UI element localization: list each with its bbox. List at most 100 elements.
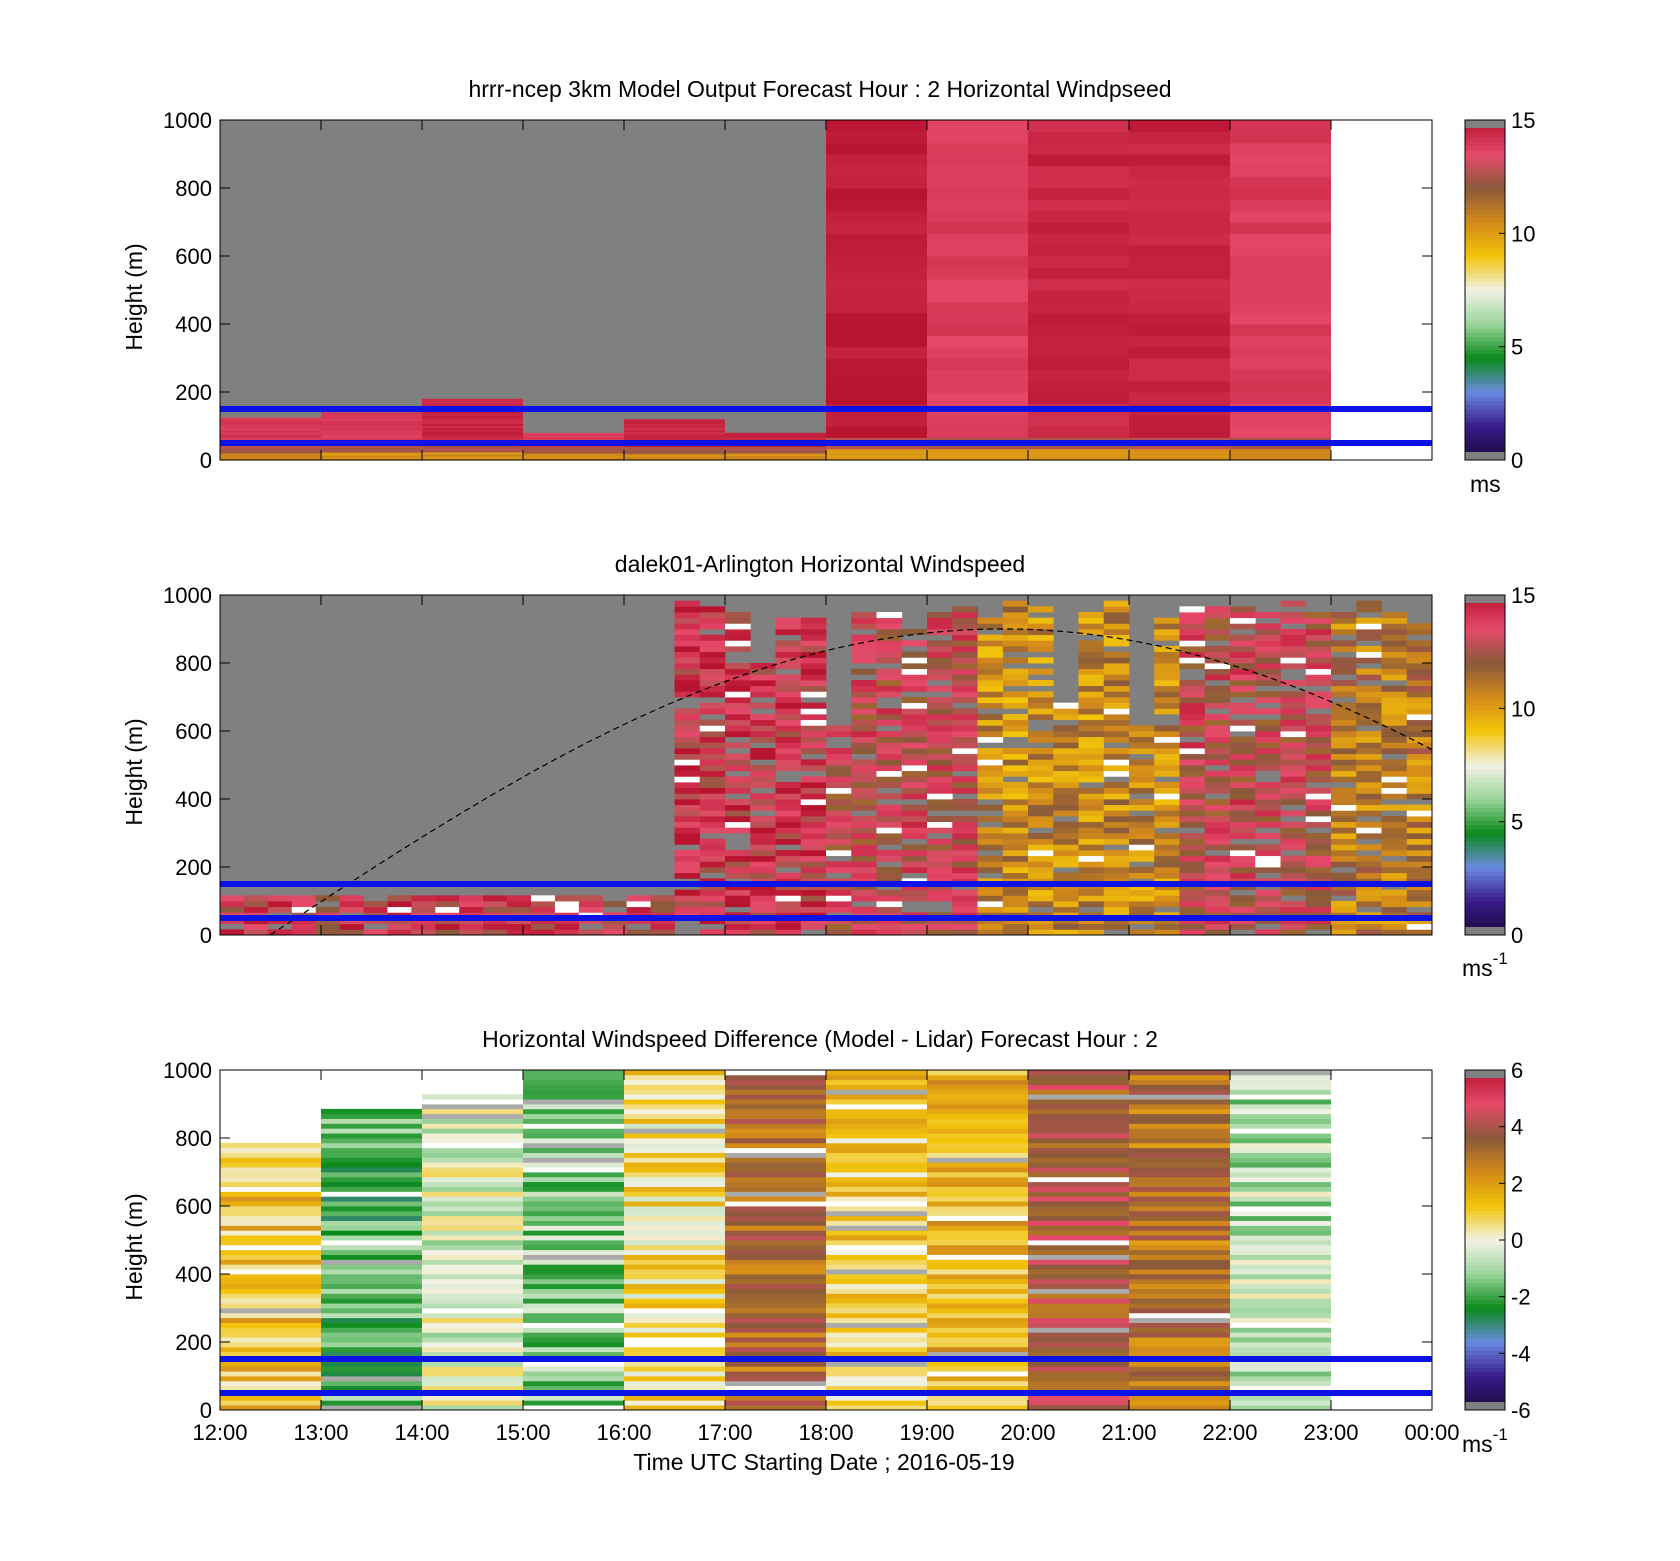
- colorbar-segment: [1465, 137, 1505, 142]
- heatmap-cell: [1078, 827, 1105, 834]
- heatmap-cell: [321, 1361, 422, 1367]
- heatmap-cell: [1356, 685, 1382, 692]
- heatmap-cell: [624, 1298, 725, 1304]
- colorbar-segment: [1465, 773, 1505, 779]
- heatmap-cell: [750, 867, 776, 874]
- heatmap-cell: [927, 804, 953, 811]
- heatmap-cell: [1129, 244, 1230, 257]
- heatmap-cell: [321, 1327, 422, 1333]
- colorbar-segment: [1465, 1337, 1505, 1343]
- heatmap-cell: [1331, 668, 1357, 675]
- heatmap-cell: [927, 657, 953, 664]
- heatmap-cell: [826, 448, 927, 461]
- heatmap-cell: [1331, 719, 1357, 726]
- colorbar-segment: [1465, 1078, 1505, 1084]
- heatmap-cell: [1154, 918, 1180, 925]
- heatmap-cell: [1356, 714, 1382, 721]
- heatmap-cell: [1078, 731, 1105, 738]
- heatmap-cell: [523, 447, 624, 449]
- heatmap-cell: [1002, 850, 1029, 857]
- heatmap-cell: [1381, 646, 1408, 653]
- heatmap-cell: [1255, 810, 1281, 817]
- heatmap-cell: [1230, 1191, 1331, 1197]
- heatmap-cell: [826, 335, 927, 348]
- heatmap-cell: [826, 414, 927, 427]
- heatmap-cell: [725, 1283, 826, 1289]
- heatmap-cell: [523, 451, 624, 454]
- heatmap-cell: [1230, 1283, 1331, 1289]
- heatmap-cell: [977, 770, 1004, 777]
- heatmap-cell: [1305, 623, 1332, 630]
- heatmap-cell: [750, 793, 776, 800]
- heatmap-cell: [927, 685, 953, 692]
- heatmap-cell: [1280, 867, 1307, 874]
- colorbar-segment: [1465, 1189, 1505, 1194]
- heatmap-cell: [1002, 640, 1029, 647]
- heatmap-cell: [1230, 753, 1256, 760]
- heatmap-cell: [927, 1099, 1028, 1105]
- heatmap-cell: [1129, 1308, 1230, 1314]
- heatmap-cell: [422, 1206, 523, 1212]
- heatmap-cell: [1204, 810, 1231, 817]
- heatmap-cell: [321, 1380, 422, 1387]
- colorbar-segment: [1465, 748, 1505, 753]
- heatmap-cell: [699, 731, 726, 738]
- heatmap-cell: [1204, 617, 1231, 624]
- heatmap-cell: [220, 1244, 321, 1251]
- heatmap-cell: [523, 1342, 624, 1348]
- heatmap-cell: [1129, 731, 1155, 738]
- heatmap-cell: [725, 759, 751, 766]
- heatmap-cell: [220, 1342, 321, 1348]
- heatmap-cell: [220, 418, 321, 421]
- heatmap-cell: [1230, 414, 1331, 427]
- heatmap-cell: [725, 450, 826, 452]
- heatmap-cell: [1406, 787, 1433, 794]
- colorbar-segment: [1465, 1303, 1505, 1309]
- heatmap-cell: [422, 1269, 523, 1275]
- heatmap-cell: [1028, 1249, 1129, 1255]
- heatmap-cell: [1053, 850, 1079, 857]
- heatmap-cell: [1028, 1104, 1129, 1110]
- colorbar-segment: [1465, 1227, 1505, 1232]
- heatmap-cell: [422, 1298, 523, 1304]
- heatmap-cell: [901, 833, 928, 840]
- heatmap-cell: [927, 324, 1028, 336]
- heatmap-cell: [1305, 821, 1332, 828]
- heatmap-cell: [220, 1366, 321, 1372]
- heatmap-cell: [1129, 759, 1155, 766]
- heatmap-cell: [826, 267, 927, 280]
- heatmap-cell: [1002, 629, 1029, 636]
- heatmap-cell: [1129, 233, 1230, 246]
- heatmap-cell: [927, 782, 953, 789]
- heatmap-cell: [523, 1201, 624, 1207]
- heatmap-cell: [1028, 617, 1054, 624]
- heatmap-cell: [1230, 674, 1256, 681]
- heatmap-cell: [1053, 889, 1079, 896]
- heatmap-cell: [624, 1405, 725, 1411]
- heatmap-cell: [1280, 827, 1307, 834]
- heatmap-cell: [315, 923, 341, 930]
- heatmap-cell: [1204, 855, 1231, 862]
- heatmap-cell: [1406, 736, 1433, 743]
- heatmap-cell: [1179, 855, 1206, 862]
- heatmap-cell: [523, 1322, 624, 1328]
- heatmap-cell: [977, 855, 1004, 862]
- heatmap-cell: [1103, 685, 1130, 692]
- heatmap-cell: [977, 657, 1004, 664]
- heatmap-cell: [800, 889, 827, 896]
- heatmap-cell: [1078, 742, 1105, 749]
- heatmap-cell: [725, 450, 826, 453]
- heatmap-cell: [750, 731, 776, 738]
- heatmap-cell: [725, 454, 826, 457]
- heatmap-cell: [1381, 844, 1408, 851]
- heatmap-cell: [1255, 918, 1281, 925]
- colorbar-segment: [1465, 756, 1505, 762]
- heatmap-cell: [1129, 1108, 1230, 1115]
- y-tick-label: 0: [200, 923, 212, 948]
- heatmap-cell: [826, 1240, 927, 1246]
- heatmap-cell: [1406, 719, 1433, 726]
- heatmap-cell: [624, 1220, 725, 1226]
- heatmap-cell: [699, 634, 726, 641]
- heatmap-cell: [1230, 799, 1256, 806]
- heatmap-cell: [1129, 1215, 1230, 1221]
